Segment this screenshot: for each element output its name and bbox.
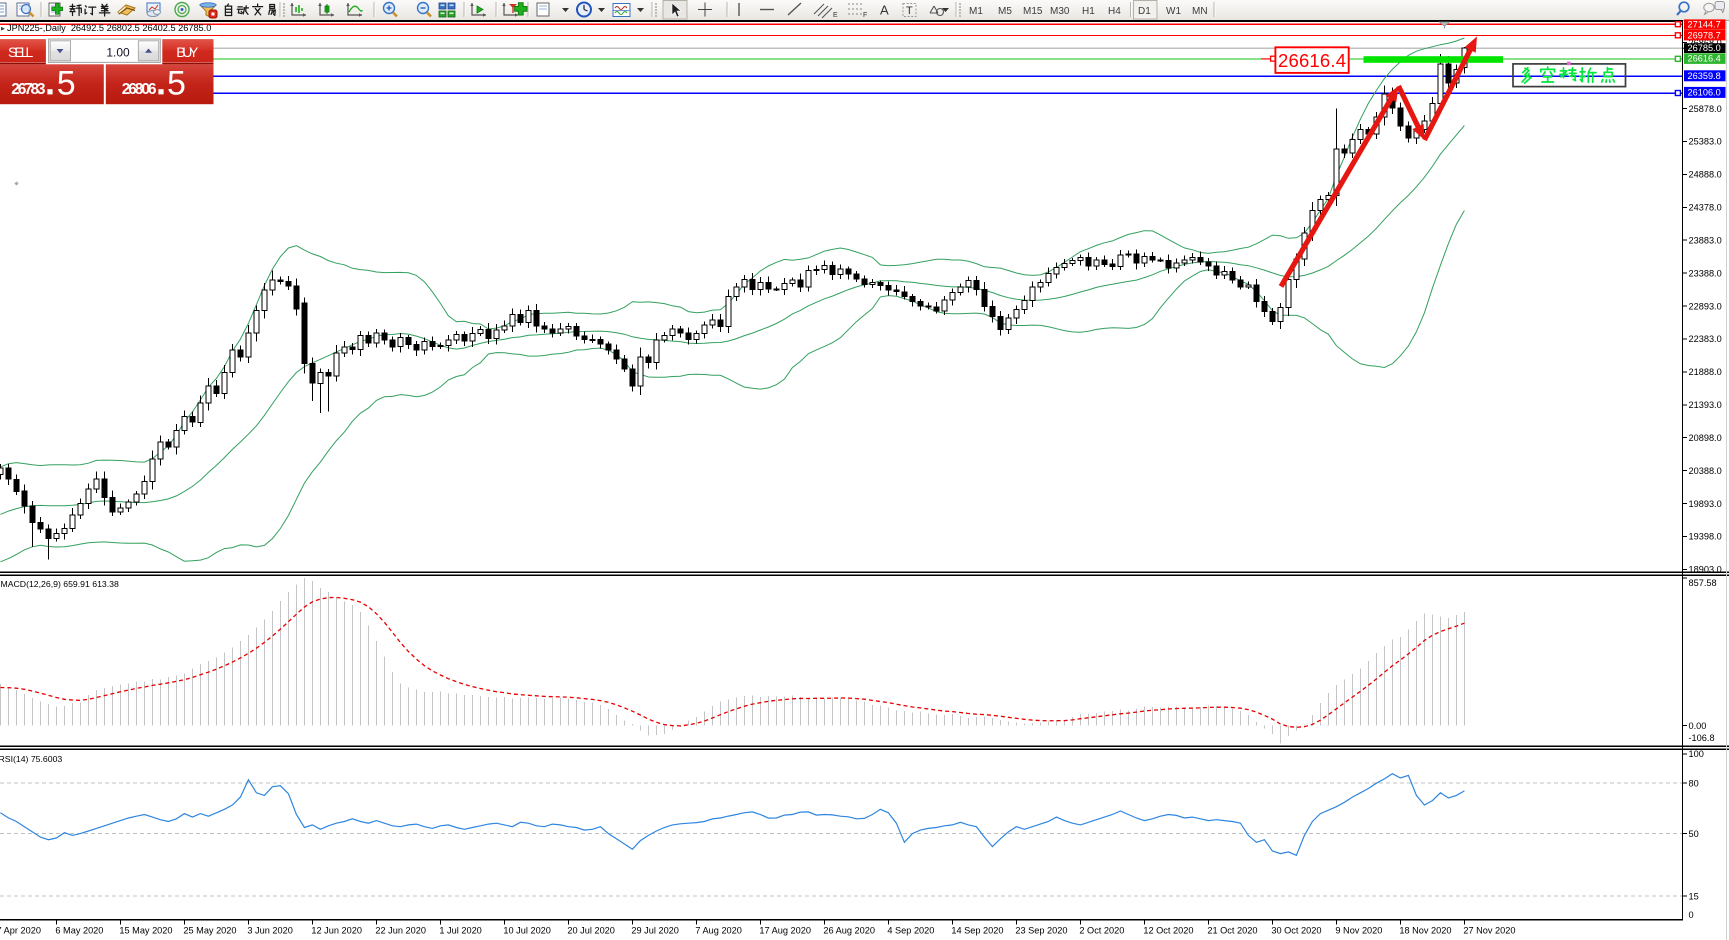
svg-text:25383.0: 25383.0 <box>1689 137 1722 147</box>
svg-text:25878.0: 25878.0 <box>1689 104 1722 114</box>
svg-text:M30: M30 <box>1050 6 1070 17</box>
svg-text:3 Jun 2020: 3 Jun 2020 <box>247 926 292 936</box>
svg-text:12 Jun 2020: 12 Jun 2020 <box>311 926 362 936</box>
svg-text:JPN225-,Daily 26492.5 26802.5: JPN225-,Daily 26492.5 26802.5 26402.5 26… <box>7 23 211 33</box>
svg-text:857.58: 857.58 <box>1689 578 1717 588</box>
svg-text:26806: 26806 <box>122 81 157 98</box>
svg-text:22 Jun 2020: 22 Jun 2020 <box>375 926 426 936</box>
svg-text:0: 0 <box>1689 910 1694 920</box>
svg-text:22893.0: 22893.0 <box>1689 301 1722 311</box>
svg-text:26106.0: 26106.0 <box>1688 88 1721 98</box>
svg-text:30 Oct 2020: 30 Oct 2020 <box>1271 926 1321 936</box>
svg-text:26868.0: 26868.0 <box>1689 38 1722 48</box>
svg-text:24888.0: 24888.0 <box>1689 170 1722 180</box>
svg-text:1.00: 1.00 <box>106 46 130 60</box>
svg-text:5: 5 <box>167 65 186 103</box>
svg-text:26359.8: 26359.8 <box>1688 71 1721 81</box>
svg-text:6 May 2020: 6 May 2020 <box>55 926 103 936</box>
svg-text:17 Aug 2020: 17 Aug 2020 <box>759 926 811 936</box>
svg-text:MN: MN <box>1192 6 1208 17</box>
svg-text:27 Apr 2020: 27 Apr 2020 <box>0 926 41 936</box>
svg-text:H4: H4 <box>1108 6 1121 17</box>
svg-text:12 Oct 2020: 12 Oct 2020 <box>1143 926 1193 936</box>
svg-text:10 Jul 2020: 10 Jul 2020 <box>503 926 551 936</box>
svg-text:26978.7: 26978.7 <box>1688 30 1721 40</box>
svg-text:20388.0: 20388.0 <box>1689 466 1722 476</box>
svg-text:H1: H1 <box>1082 6 1095 17</box>
svg-text:18 Nov 2020: 18 Nov 2020 <box>1399 926 1451 936</box>
svg-text:E: E <box>833 12 838 19</box>
svg-text:23883.0: 23883.0 <box>1689 236 1722 246</box>
svg-text:26 Aug 2020: 26 Aug 2020 <box>823 926 875 936</box>
svg-text:29 Jul 2020: 29 Jul 2020 <box>631 926 679 936</box>
svg-text:23388.0: 23388.0 <box>1689 268 1722 278</box>
svg-text:M15: M15 <box>1023 6 1043 17</box>
svg-text:26616.4: 26616.4 <box>1688 54 1721 64</box>
svg-text:50: 50 <box>1689 829 1699 839</box>
svg-text:80: 80 <box>1689 779 1699 789</box>
svg-text:T: T <box>906 5 913 17</box>
svg-text:W1: W1 <box>1166 6 1181 17</box>
svg-text:21 Oct 2020: 21 Oct 2020 <box>1207 926 1257 936</box>
svg-text:5: 5 <box>57 65 76 103</box>
svg-text:M5: M5 <box>998 6 1012 17</box>
svg-text:18903.0: 18903.0 <box>1689 565 1722 575</box>
svg-text:19893.0: 19893.0 <box>1689 499 1722 509</box>
svg-text:23 Sep 2020: 23 Sep 2020 <box>1015 926 1067 936</box>
svg-text:19398.0: 19398.0 <box>1689 532 1722 542</box>
svg-text:14 Sep 2020: 14 Sep 2020 <box>951 926 1003 936</box>
svg-text:-106.8: -106.8 <box>1689 733 1715 743</box>
svg-text:100: 100 <box>1689 749 1704 759</box>
svg-text:26783: 26783 <box>11 81 46 98</box>
svg-text:26785.0: 26785.0 <box>1688 43 1721 53</box>
svg-text:21888.0: 21888.0 <box>1689 367 1722 377</box>
svg-text:M1: M1 <box>969 6 983 17</box>
svg-text:SELL: SELL <box>8 44 34 60</box>
svg-text:D1: D1 <box>1138 6 1151 17</box>
svg-text:26616.4: 26616.4 <box>1278 50 1346 71</box>
svg-text:15: 15 <box>1689 891 1699 901</box>
svg-text:25 May 2020: 25 May 2020 <box>183 926 236 936</box>
svg-text:MACD(12,26,9) 659.91 613.38: MACD(12,26,9) 659.91 613.38 <box>1 579 119 589</box>
svg-text:15 May 2020: 15 May 2020 <box>119 926 172 936</box>
svg-text:7 Aug 2020: 7 Aug 2020 <box>695 926 742 936</box>
svg-text:4 Sep 2020: 4 Sep 2020 <box>887 926 934 936</box>
svg-text:20898.0: 20898.0 <box>1689 433 1722 443</box>
svg-text:22383.0: 22383.0 <box>1689 334 1722 344</box>
svg-text:9 Nov 2020: 9 Nov 2020 <box>1335 926 1382 936</box>
svg-text:F: F <box>863 12 867 19</box>
svg-text:27144.7: 27144.7 <box>1688 20 1721 30</box>
svg-text:2 Oct 2020: 2 Oct 2020 <box>1079 926 1124 936</box>
svg-text:A: A <box>880 3 889 18</box>
svg-text:RSI(14) 75.6003: RSI(14) 75.6003 <box>0 754 62 764</box>
svg-text:BUY: BUY <box>176 44 199 60</box>
svg-text:27 Nov 2020: 27 Nov 2020 <box>1463 926 1515 936</box>
svg-text:24378.0: 24378.0 <box>1689 203 1722 213</box>
svg-text:1 Jul 2020: 1 Jul 2020 <box>439 926 481 936</box>
svg-text:20 Jul 2020: 20 Jul 2020 <box>567 926 615 936</box>
svg-text:0.00: 0.00 <box>1689 721 1707 731</box>
svg-text:21393.0: 21393.0 <box>1689 400 1722 410</box>
